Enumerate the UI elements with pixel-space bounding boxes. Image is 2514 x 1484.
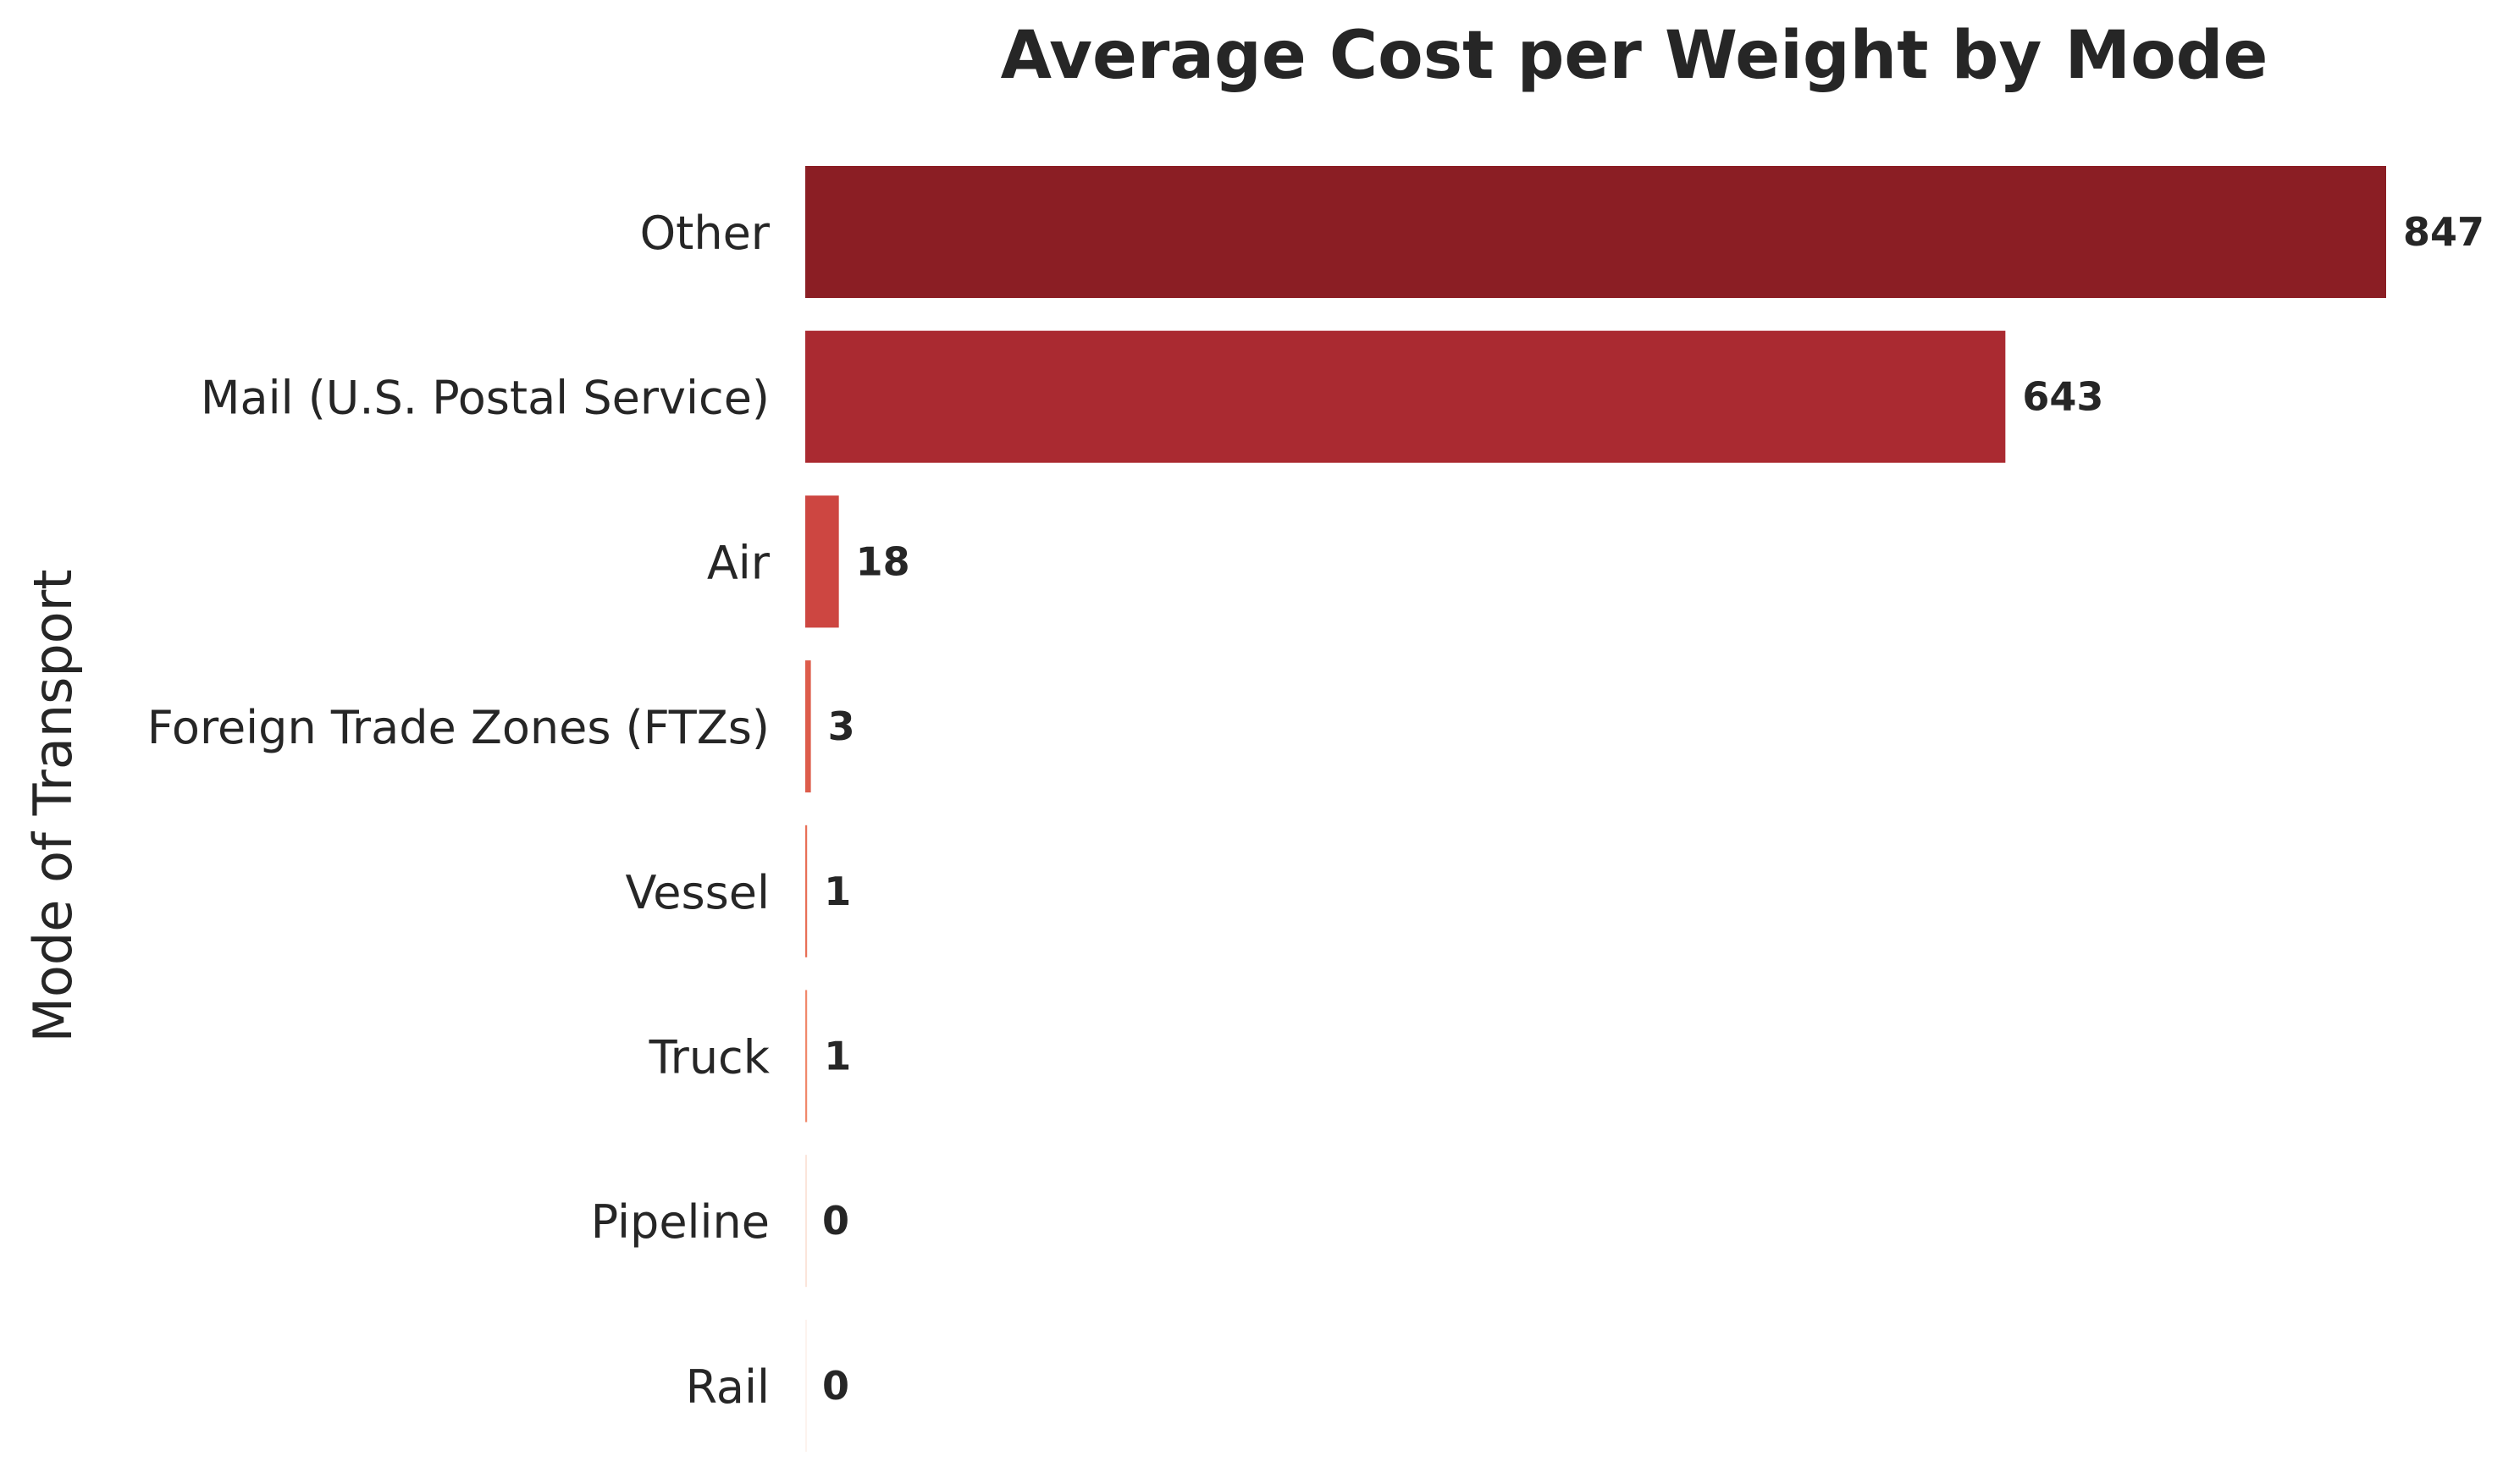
y-tick-label-vessel: Vessel [626, 866, 770, 919]
bar-air [805, 495, 839, 628]
bar-other [805, 166, 2386, 298]
y-tick-label-mail-u-s-postal-service: Mail (U.S. Postal Service) [201, 372, 770, 425]
bar-pipeline [805, 1155, 807, 1288]
bar-truck [805, 990, 808, 1123]
data-label-vessel: 1 [824, 869, 851, 914]
bar-vessel [805, 825, 808, 957]
data-label-foreign-trade-zones-ftzs: 3 [828, 703, 855, 749]
data-label-mail-u-s-postal-service: 643 [2022, 374, 2103, 420]
data-label-rail: 0 [822, 1363, 849, 1409]
data-label-air: 18 [856, 538, 910, 584]
data-label-truck: 1 [824, 1034, 851, 1079]
y-tick-label-foreign-trade-zones-ftzs: Foreign Trade Zones (FTZs) [147, 701, 770, 754]
data-label-other: 847 [2403, 209, 2484, 255]
chart-title: Average Cost per Weight by Mode [1001, 18, 2268, 94]
data-label-pipeline: 0 [822, 1198, 849, 1244]
data-labels-group: 847 643 18 3 1 1 0 0 [822, 209, 2484, 1409]
y-axis-label: Mode of Transport [22, 569, 84, 1042]
y-tick-label-truck: Truck [649, 1031, 771, 1084]
y-tick-label-other: Other [640, 207, 771, 260]
y-tick-label-air: Air [707, 536, 771, 589]
bar-mail-u-s-postal-service [805, 330, 2006, 463]
y-tick-label-rail: Rail [686, 1360, 770, 1414]
bar-foreign-trade-zones-ftzs [805, 660, 811, 793]
y-tick-label-pipeline: Pipeline [591, 1195, 770, 1249]
bars-group [805, 166, 2386, 1452]
bar-rail [805, 1319, 807, 1452]
y-tick-labels-group: Other Mail (U.S. Postal Service) Air Foreig… [147, 207, 771, 1414]
